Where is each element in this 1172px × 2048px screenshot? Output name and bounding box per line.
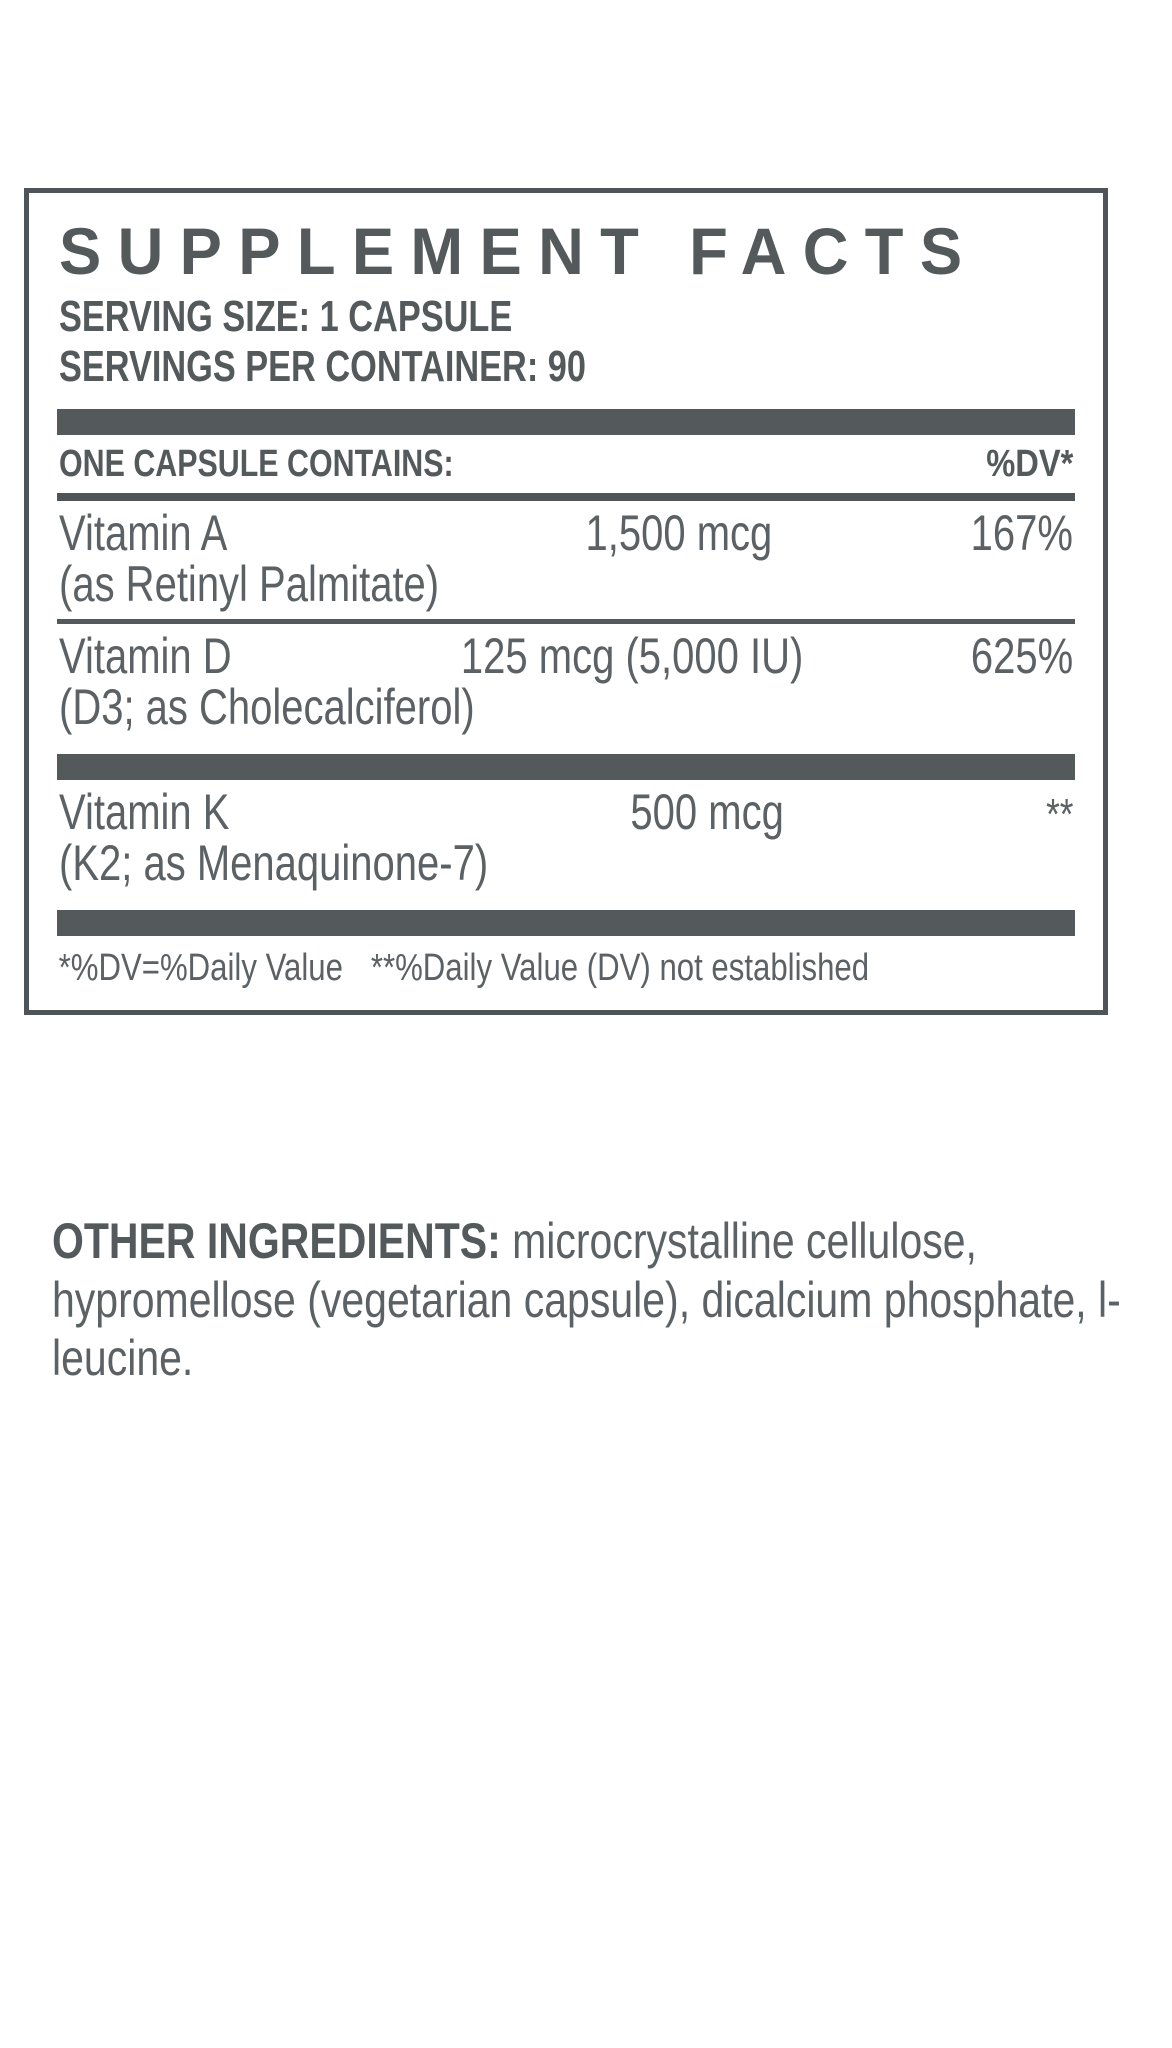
nutrient-name: Vitamin A <box>59 504 228 561</box>
column-header-row: ONE CAPSULE CONTAINS: %DV* <box>57 435 1075 493</box>
divider-bar-bottom <box>57 909 1075 936</box>
nutrient-amount: 500 mcg <box>630 783 785 840</box>
divider-rule-under-header <box>57 492 1075 501</box>
serving-size-line: SERVING SIZE: 1 CAPSULE <box>59 292 513 342</box>
column-header-dv: %DV* <box>985 442 1073 485</box>
nutrient-name: Vitamin K <box>59 783 230 840</box>
servings-per-container-line: SERVINGS PER CONTAINER: 90 <box>59 341 586 391</box>
supplement-facts-panel: SUPPLEMENT FACTS SERVING SIZE: 1 CAPSULE… <box>24 188 1108 1015</box>
nutrient-amount: 1,500 mcg <box>585 504 773 561</box>
nutrient-row: Vitamin D 125 mcg (5,000 IU) 625% (D3; a… <box>57 624 1075 742</box>
nutrient-daily-value: 167% <box>970 504 1073 561</box>
nutrient-name: Vitamin D <box>59 627 232 684</box>
nutrient-row: Vitamin A 1,500 mcg 167% (as Retinyl Pal… <box>57 501 1075 619</box>
nutrient-amount: 125 mcg (5,000 IU) <box>460 627 803 684</box>
divider-rule-a-d <box>57 618 1075 624</box>
footnote-dv-definition: *%DV=%Daily Value <box>58 946 343 989</box>
divider-bar-before-vitamin-k <box>57 753 1075 780</box>
nutrient-daily-value: ** <box>1045 789 1073 839</box>
nutrient-daily-value: 625% <box>970 627 1073 684</box>
panel-title: SUPPLEMENT FACTS <box>59 214 979 288</box>
nutrient-source: (K2; as Menaquinone-7) <box>59 834 489 891</box>
divider-bar-top <box>57 408 1075 435</box>
nutrient-source: (as Retinyl Palmitate) <box>59 555 440 612</box>
other-ingredients-text: microcrystalline cellulose, hypromellose… <box>52 1213 1121 1386</box>
nutrient-source: (D3; as Cholecalciferol) <box>59 678 475 735</box>
footnote-row: *%DV=%Daily Value **%Daily Value (DV) not… <box>57 936 892 990</box>
column-header-left: ONE CAPSULE CONTAINS: <box>59 442 454 485</box>
other-ingredients-block: OTHER INGREDIENTS: microcrystalline cell… <box>52 1212 1142 1388</box>
nutrient-row: Vitamin K 500 mcg ** (K2; as Menaquinone… <box>57 780 1075 898</box>
footnote-not-established: **%Daily Value (DV) not established <box>370 946 870 989</box>
other-ingredients-label: OTHER INGREDIENTS: <box>52 1213 501 1269</box>
